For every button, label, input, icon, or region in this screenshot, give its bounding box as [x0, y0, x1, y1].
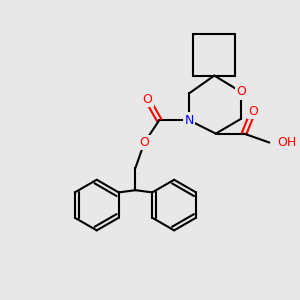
Text: O: O [140, 136, 149, 149]
Text: OH: OH [277, 136, 296, 149]
Text: O: O [248, 105, 258, 118]
Text: O: O [236, 85, 246, 98]
Text: O: O [142, 93, 152, 106]
Text: O: O [236, 85, 246, 98]
Text: N: N [184, 114, 194, 127]
